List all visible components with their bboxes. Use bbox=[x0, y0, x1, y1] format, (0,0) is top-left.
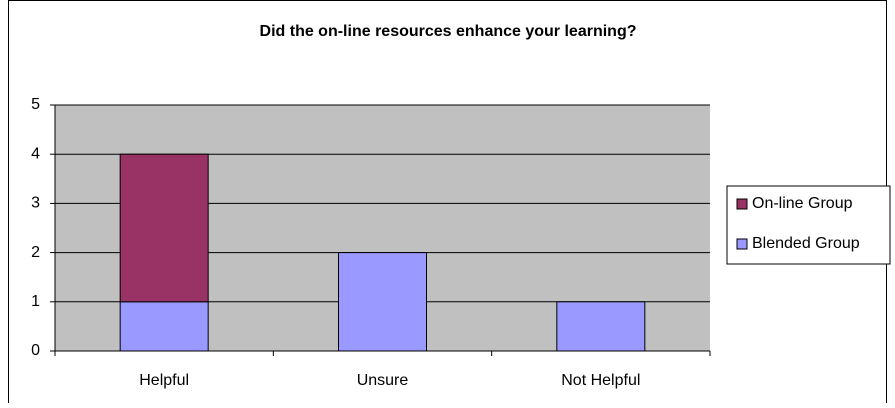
legend-swatch bbox=[736, 238, 748, 250]
bar-segment bbox=[338, 252, 427, 352]
x-tick-label: Not Helpful bbox=[561, 372, 640, 389]
y-tick-label: 2 bbox=[31, 244, 40, 261]
legend-label: On-line Group bbox=[752, 195, 853, 212]
y-tick-label: 4 bbox=[31, 145, 40, 162]
x-tick-label: Unsure bbox=[357, 372, 409, 389]
x-tick-label: Helpful bbox=[139, 372, 189, 389]
bar-segment bbox=[556, 301, 646, 352]
bar-segment bbox=[119, 301, 209, 352]
y-tick-label: 1 bbox=[31, 293, 40, 310]
legend-box bbox=[726, 185, 891, 265]
legend-label: Blended Group bbox=[752, 235, 860, 252]
chart-title: Did the on-line resources enhance your l… bbox=[260, 23, 637, 40]
y-tick-label: 5 bbox=[31, 96, 40, 113]
legend-swatch bbox=[736, 198, 748, 210]
y-tick-label: 3 bbox=[31, 195, 40, 212]
y-tick-label: 0 bbox=[31, 342, 40, 359]
bar-segment bbox=[119, 153, 209, 303]
